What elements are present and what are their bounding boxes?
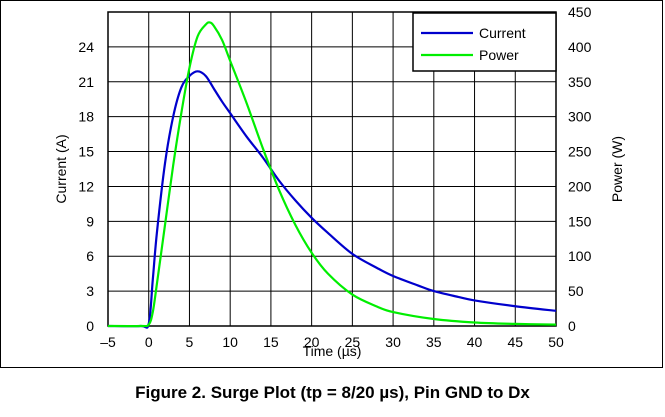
y-right-tick-label: 400 (568, 39, 592, 55)
x-tick-label: 50 (548, 334, 564, 350)
y-right-tick-label: 0 (568, 318, 576, 334)
y-right-tick-label: 150 (568, 213, 592, 229)
y-right-tick-label: 200 (568, 178, 592, 194)
y-right-tick-label: 100 (568, 248, 592, 264)
y-left-tick-label: 24 (78, 39, 94, 55)
y-left-tick-label: 3 (86, 283, 94, 299)
x-tick-label: 25 (345, 334, 361, 350)
y-left-tick-label: 0 (86, 318, 94, 334)
legend-box (412, 12, 557, 72)
y-left-axis-title: Current (A) (53, 134, 69, 203)
x-tick-label: 15 (263, 334, 279, 350)
y-right-axis-title: Power (W) (609, 136, 625, 202)
x-tick-label: 10 (222, 334, 238, 350)
x-tick-label: 45 (507, 334, 523, 350)
y-left-tick-label: 15 (78, 144, 94, 160)
figure-caption: Figure 2. Surge Plot (tp = 8/20 µs), Pin… (135, 383, 530, 402)
x-tick-label: 40 (467, 334, 483, 350)
y-right-tick-label: 450 (568, 4, 592, 20)
legend-label-current: Current (479, 25, 526, 41)
plot-border (107, 11, 557, 327)
y-right-tick-label: 300 (568, 109, 592, 125)
x-axis-title: Time (µs) (303, 343, 362, 359)
y-left-tick-label: 21 (78, 74, 94, 90)
y-right-tick-label: 350 (568, 74, 592, 90)
legend-label-power: Power (479, 47, 519, 63)
x-tick-label: 35 (426, 334, 442, 350)
x-tick-label: –5 (100, 334, 116, 350)
y-left-tick-label: 12 (78, 178, 94, 194)
x-tick-label: 5 (186, 334, 194, 350)
y-left-tick-label: 6 (86, 248, 94, 264)
series-line-power (107, 21, 557, 328)
y-left-tick-label: 9 (86, 213, 94, 229)
x-tick-label: 20 (304, 334, 320, 350)
y-right-tick-label: 250 (568, 144, 592, 160)
y-right-tick-label: 50 (568, 283, 584, 299)
series-line-current (107, 70, 557, 329)
y-left-tick-label: 18 (78, 109, 94, 125)
surge-plot-chart: –5 0 5 10 15 20 25 30 35 40 45 50036912151821240501… (53, 4, 625, 359)
x-tick-label: 0 (145, 334, 153, 350)
x-tick-label: 30 (385, 334, 401, 350)
